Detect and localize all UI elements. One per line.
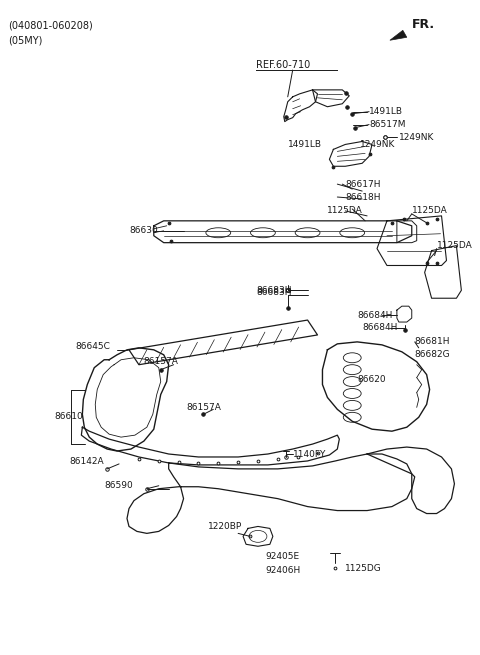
Text: 86517M: 86517M	[369, 120, 406, 129]
Ellipse shape	[343, 377, 361, 386]
Polygon shape	[390, 30, 407, 40]
Text: 92405E: 92405E	[265, 552, 299, 561]
Text: 1491LB: 1491LB	[288, 140, 322, 149]
Text: 1125DA: 1125DA	[437, 241, 472, 250]
Ellipse shape	[343, 400, 361, 410]
Text: 86681H: 86681H	[415, 337, 450, 346]
Text: REF.60-710: REF.60-710	[256, 60, 310, 70]
Text: 86683H: 86683H	[256, 288, 291, 297]
Text: 1125DG: 1125DG	[345, 563, 382, 572]
Text: FR.: FR.	[412, 18, 435, 31]
Text: (05MY): (05MY)	[8, 35, 42, 45]
Text: 1125DA: 1125DA	[412, 206, 447, 215]
Text: 86590: 86590	[104, 481, 133, 490]
Text: 1249NK: 1249NK	[399, 133, 434, 142]
Text: 1125DA: 1125DA	[327, 206, 363, 215]
Ellipse shape	[343, 413, 361, 422]
Text: 1491LB: 1491LB	[369, 107, 403, 116]
Text: 86142A: 86142A	[70, 457, 104, 466]
Text: 86610: 86610	[55, 412, 84, 421]
Ellipse shape	[340, 228, 365, 238]
Text: 86157A: 86157A	[144, 357, 179, 366]
Text: 86620: 86620	[357, 375, 386, 384]
Text: 1249NK: 1249NK	[360, 140, 396, 149]
Ellipse shape	[206, 228, 231, 238]
Text: 86618H: 86618H	[345, 193, 381, 202]
Text: 86645C: 86645C	[75, 343, 110, 351]
Ellipse shape	[251, 228, 276, 238]
Text: 86683H: 86683H	[256, 286, 291, 295]
Text: 86157A: 86157A	[187, 403, 221, 412]
Text: 1220BP: 1220BP	[208, 522, 242, 531]
Ellipse shape	[343, 388, 361, 398]
Ellipse shape	[343, 365, 361, 375]
Ellipse shape	[343, 353, 361, 363]
Text: 92406H: 92406H	[265, 565, 300, 574]
Text: 86630: 86630	[129, 226, 158, 235]
Text: 1140FY: 1140FY	[293, 449, 326, 458]
Text: 86684H: 86684H	[357, 310, 393, 320]
Text: 86682G: 86682G	[415, 350, 450, 360]
Ellipse shape	[249, 531, 267, 542]
Ellipse shape	[295, 228, 320, 238]
Text: (040801-060208): (040801-060208)	[8, 20, 93, 30]
Text: 86684H: 86684H	[362, 324, 397, 333]
Text: 86617H: 86617H	[345, 179, 381, 189]
